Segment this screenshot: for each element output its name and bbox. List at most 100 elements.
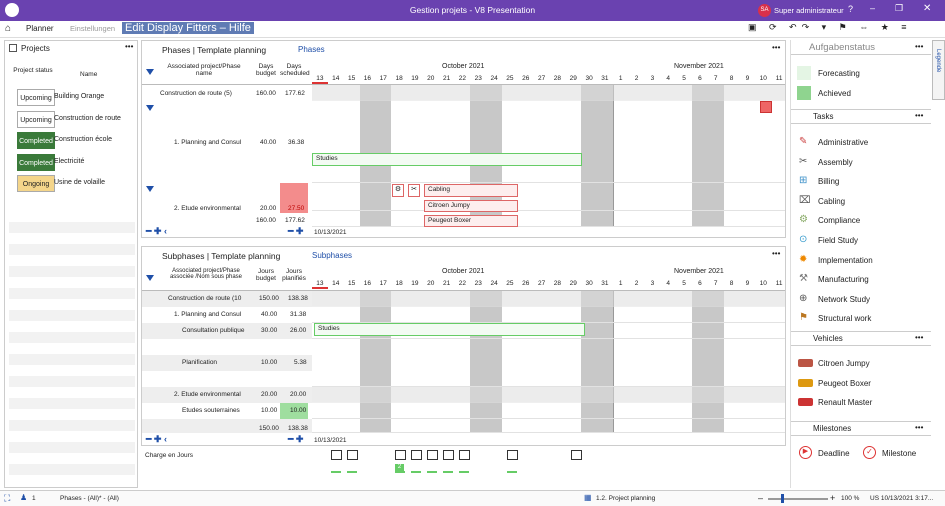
timeline-day-label: 19 <box>411 75 419 82</box>
phases-col-sched[interactable]: Days scheduled <box>280 63 310 77</box>
studies-bar[interactable]: Studies <box>314 323 585 336</box>
minimize-button[interactable]: – <box>870 3 876 13</box>
task-icon: ⊙ <box>799 234 808 245</box>
avatar[interactable]: SA <box>758 4 771 17</box>
timeline-day-label: 14 <box>332 75 340 82</box>
charge-box[interactable] <box>395 450 406 460</box>
legend-vertical-tab[interactable]: Legende <box>932 40 945 100</box>
subphase-row-budget: 30.00 <box>261 327 278 334</box>
timeline-day-label: 31 <box>601 75 609 82</box>
restore-button[interactable]: ❐ <box>895 3 904 13</box>
charge-box[interactable] <box>507 450 518 460</box>
cabling-task-icon[interactable]: ⚙ <box>392 184 404 197</box>
subphases-timeline[interactable]: Studies <box>312 291 785 433</box>
phases-zoom-controls[interactable]: ━ ✚ <box>288 226 304 236</box>
menu-help[interactable]: Edit Display Fitters – Hilfe <box>122 22 254 34</box>
tasks-section-title: Tasks <box>813 112 834 121</box>
status-menu-button[interactable]: ••• <box>915 42 924 51</box>
subphase-row-name[interactable]: Etudes souterraines <box>182 407 240 414</box>
subphases-tab[interactable]: Subphases <box>312 251 353 260</box>
subphase-row-name[interactable]: Consultation publique <box>182 327 245 334</box>
milestones-menu-button[interactable]: ••• <box>915 423 924 432</box>
task-label: Administrative <box>818 138 869 147</box>
help-icon[interactable]: ? <box>848 4 854 14</box>
collapse-icon[interactable] <box>146 275 154 281</box>
user-name[interactable]: Super administrateur <box>774 6 844 15</box>
phases-nav-controls[interactable]: ━ ✚ ‹ <box>146 226 167 236</box>
charge-box[interactable] <box>443 450 454 460</box>
charge-box[interactable] <box>411 450 422 460</box>
peugeot-boxer-bar[interactable]: Peugeot Boxer <box>424 215 518 227</box>
chart-icon[interactable]: ⛶ <box>4 493 11 503</box>
subphases-date[interactable]: 10/13/2021 <box>314 437 347 444</box>
timeline-day-label: 15 <box>347 280 356 287</box>
phases-timeline[interactable]: Studies ⚙ ✂ Cabling Citroen Jumpy Peugeot Box… <box>312 85 785 227</box>
projects-menu-button[interactable]: ••• <box>125 42 134 51</box>
project-status-badge[interactable]: Upcoming <box>17 89 55 106</box>
zoom-in-button[interactable]: + <box>830 493 836 503</box>
timeline-day-label: 20 <box>427 280 435 287</box>
row-expand-icon[interactable] <box>146 105 154 111</box>
subphases-nav-controls[interactable]: ━ ✚ ‹ <box>146 434 167 444</box>
close-button[interactable]: ✕ <box>923 3 932 14</box>
subphases-zoom-controls[interactable]: ━ ✚ <box>288 434 304 444</box>
zoom-out-button[interactable]: – <box>758 493 764 503</box>
phase-row-name[interactable]: Construction de route (5) <box>160 90 232 97</box>
subphases-col-sched[interactable]: Jours planifiés <box>282 268 306 282</box>
achieved-swatch <box>797 86 811 100</box>
subphase-row-name[interactable]: 2. Etude environmental <box>174 391 241 398</box>
phase-row-name[interactable]: 1. Planning and Consul <box>174 139 242 146</box>
toolbar-icons[interactable]: ▣ ⟳ ↶↷ ▾ ⚑ ⇔ ★ ≡ <box>748 22 912 32</box>
weekend-column <box>581 85 597 227</box>
project-name[interactable]: Usine de volaille <box>54 179 105 186</box>
timeline-day-label: 20 <box>427 75 435 82</box>
project-name[interactable]: Construction école <box>54 136 112 143</box>
zoom-slider[interactable] <box>768 498 828 500</box>
project-name[interactable]: Electricité <box>54 157 85 165</box>
row-expand-icon[interactable] <box>146 186 154 192</box>
home-icon[interactable]: ⌂ <box>5 23 12 34</box>
project-status-badge[interactable]: Upcoming <box>17 110 55 128</box>
charge-box[interactable] <box>427 450 438 460</box>
project-status-badge[interactable]: Completed <box>17 153 55 171</box>
phases-date[interactable]: 10/13/2021 <box>314 229 347 236</box>
studies-bar[interactable]: Studies <box>312 153 582 166</box>
subphases-col-budget[interactable]: Jours budget <box>256 268 276 282</box>
charge-box[interactable] <box>459 450 470 460</box>
subphase-row-name[interactable]: Planification <box>182 359 218 366</box>
project-name[interactable]: Building Orange <box>54 93 105 100</box>
project-status-badge[interactable]: Completed <box>17 132 55 149</box>
project-status-badge[interactable]: Ongoing <box>17 175 55 192</box>
timeline-day-label: 25 <box>506 280 514 287</box>
phases-tab[interactable]: Phases <box>298 45 325 54</box>
charge-box[interactable] <box>347 450 358 460</box>
phases-menu-button[interactable]: ••• <box>772 43 781 52</box>
timeline-day-label: 3 <box>650 280 655 287</box>
subphases-col-assoc[interactable]: Associated project/Phase associée /Nom s… <box>169 268 243 280</box>
menu-settings[interactable]: Einstellungen <box>70 24 116 33</box>
menu-planner[interactable]: Planner <box>26 24 54 33</box>
subphase-row-sched: 138.38 <box>288 295 308 302</box>
cabling-bar[interactable]: Cabling <box>424 184 518 197</box>
projects-col-name[interactable]: Name <box>80 71 98 78</box>
phases-col-budget[interactable]: Days budget <box>256 63 276 77</box>
timeline-day-label: 26 <box>522 75 530 82</box>
deadline-marker-icon[interactable] <box>760 101 772 113</box>
collapse-icon[interactable] <box>146 69 154 75</box>
subphases-menu-button[interactable]: ••• <box>772 249 781 258</box>
tasks-menu-button[interactable]: ••• <box>915 111 924 120</box>
phases-col-assoc[interactable]: Associated project/Phase name <box>167 63 241 77</box>
citroen-jumpy-bar[interactable]: Citroen Jumpy <box>424 200 518 212</box>
assembly-task-icon[interactable]: ✂ <box>408 184 420 197</box>
subphase-row-name[interactable]: 1. Planning and Consul <box>174 311 242 318</box>
projects-col-status[interactable]: Project status <box>13 67 53 74</box>
subphase-row-name[interactable]: Construction de route (10 <box>168 295 242 302</box>
vehicles-menu-button[interactable]: ••• <box>915 333 924 342</box>
filter-text[interactable]: Phases - (All)* - (All) <box>60 495 119 502</box>
phase-row-name[interactable]: 2. Etude environmental <box>174 205 241 212</box>
users-icon[interactable]: ♟ <box>20 493 28 502</box>
charge-box[interactable] <box>571 450 582 460</box>
zoom-slider-thumb[interactable] <box>781 494 784 503</box>
charge-box[interactable] <box>331 450 342 460</box>
project-name[interactable]: Construction de route <box>54 114 121 122</box>
